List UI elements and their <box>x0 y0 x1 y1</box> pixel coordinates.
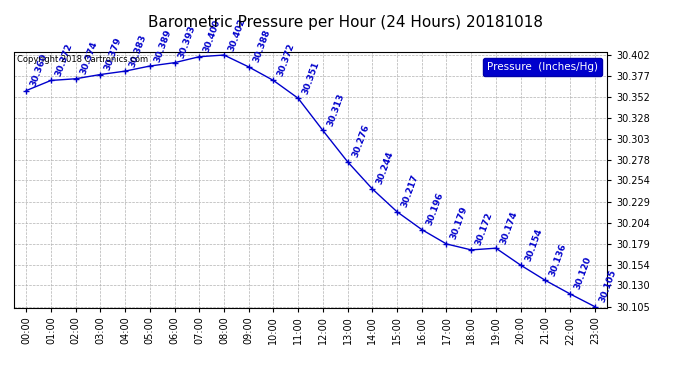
Text: Barometric Pressure per Hour (24 Hours) 20181018: Barometric Pressure per Hour (24 Hours) … <box>148 15 542 30</box>
Text: 30.379: 30.379 <box>103 36 124 72</box>
Pressure  (Inches/Hg) <box>344 159 352 164</box>
Pressure  (Inches/Hg) <box>244 64 253 69</box>
Text: 30.393: 30.393 <box>177 24 197 60</box>
Text: 30.244: 30.244 <box>375 150 395 186</box>
Legend: Pressure  (Inches/Hg): Pressure (Inches/Hg) <box>483 58 602 76</box>
Text: Copyright 2018 Cartronics.com: Copyright 2018 Cartronics.com <box>17 55 148 64</box>
Text: 30.400: 30.400 <box>202 19 222 54</box>
Pressure  (Inches/Hg) <box>492 246 500 250</box>
Pressure  (Inches/Hg) <box>195 54 204 59</box>
Text: 30.383: 30.383 <box>128 33 148 68</box>
Pressure  (Inches/Hg) <box>442 242 451 246</box>
Pressure  (Inches/Hg) <box>72 76 80 81</box>
Text: 30.172: 30.172 <box>474 211 494 247</box>
Pressure  (Inches/Hg) <box>121 69 129 74</box>
Pressure  (Inches/Hg) <box>517 263 525 267</box>
Text: 30.179: 30.179 <box>449 206 470 241</box>
Line: Pressure  (Inches/Hg): Pressure (Inches/Hg) <box>23 52 598 309</box>
Pressure  (Inches/Hg) <box>541 278 549 283</box>
Text: 30.374: 30.374 <box>79 40 99 76</box>
Text: 30.196: 30.196 <box>424 191 445 227</box>
Pressure  (Inches/Hg) <box>22 88 30 93</box>
Text: 30.217: 30.217 <box>400 173 420 209</box>
Pressure  (Inches/Hg) <box>467 248 475 252</box>
Pressure  (Inches/Hg) <box>170 60 179 65</box>
Pressure  (Inches/Hg) <box>269 78 277 83</box>
Pressure  (Inches/Hg) <box>417 227 426 232</box>
Pressure  (Inches/Hg) <box>319 128 327 133</box>
Pressure  (Inches/Hg) <box>566 292 574 296</box>
Pressure  (Inches/Hg) <box>47 78 55 83</box>
Pressure  (Inches/Hg) <box>591 304 599 309</box>
Text: 30.389: 30.389 <box>152 28 173 63</box>
Text: 30.276: 30.276 <box>351 123 371 159</box>
Text: 30.372: 30.372 <box>276 42 297 78</box>
Text: 30.372: 30.372 <box>54 42 74 78</box>
Pressure  (Inches/Hg) <box>294 96 302 100</box>
Text: 30.174: 30.174 <box>499 210 519 245</box>
Text: 30.120: 30.120 <box>573 256 593 291</box>
Pressure  (Inches/Hg) <box>393 210 401 214</box>
Text: 30.105: 30.105 <box>598 268 618 304</box>
Text: 30.136: 30.136 <box>548 242 569 278</box>
Text: 30.154: 30.154 <box>524 227 544 262</box>
Text: 30.402: 30.402 <box>227 17 247 52</box>
Text: 30.388: 30.388 <box>251 28 272 64</box>
Text: 30.313: 30.313 <box>326 92 346 128</box>
Pressure  (Inches/Hg) <box>96 72 104 77</box>
Text: 30.351: 30.351 <box>301 60 321 96</box>
Text: 30.360: 30.360 <box>29 53 49 88</box>
Pressure  (Inches/Hg) <box>146 64 154 68</box>
Pressure  (Inches/Hg) <box>368 187 377 191</box>
Pressure  (Inches/Hg) <box>220 53 228 57</box>
